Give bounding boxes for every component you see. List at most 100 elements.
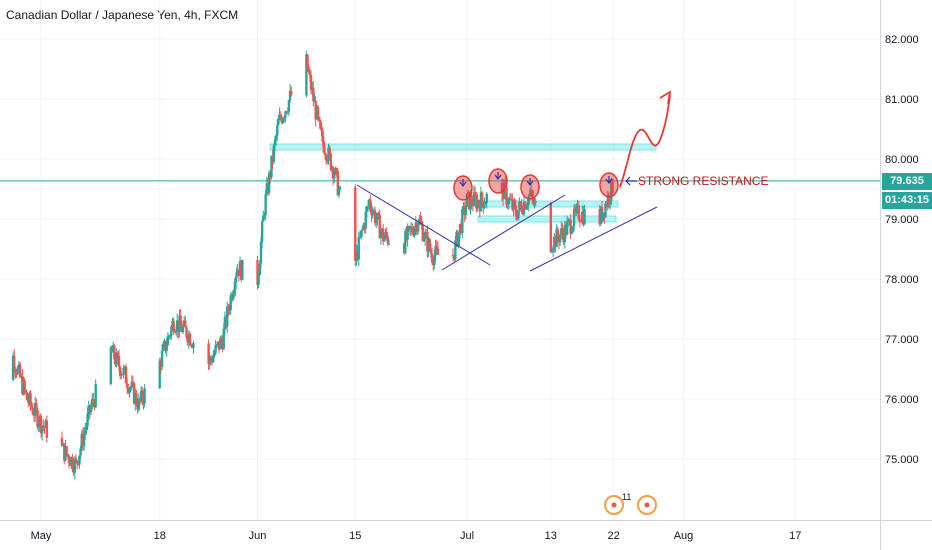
candle (25, 391, 29, 401)
candle (94, 379, 97, 409)
resistance-touch-marker[interactable] (453, 175, 473, 201)
grid-lines (0, 0, 880, 520)
candle (18, 361, 22, 379)
left-arrow-icon (625, 176, 637, 186)
candle-body (42, 425, 45, 427)
resistance-touch-marker[interactable] (488, 168, 508, 194)
candle-body (23, 380, 26, 390)
candle-body (231, 293, 235, 300)
candle-body (485, 193, 488, 203)
candle (611, 178, 614, 195)
candle-body (165, 345, 168, 351)
candle-body (333, 174, 336, 179)
candle-body (527, 196, 530, 205)
descending-trendline[interactable] (356, 184, 491, 266)
candle-body (550, 251, 554, 253)
projection-arrowhead-icon (659, 90, 672, 105)
candle-body (287, 100, 291, 112)
candle-body (476, 199, 479, 209)
candle-body (534, 201, 537, 203)
candle-body (115, 352, 118, 365)
candle-body (322, 141, 326, 153)
candle-body (91, 399, 94, 407)
candle-body (118, 366, 122, 376)
rising-support-trendline[interactable] (529, 206, 658, 272)
candle-body (14, 369, 17, 372)
candle-body (434, 245, 437, 256)
candle (411, 223, 414, 234)
event-dot-icon (644, 502, 650, 508)
candle (327, 143, 330, 165)
candle-body (135, 392, 138, 405)
candle-body (160, 350, 164, 368)
candle (550, 245, 554, 253)
candle-body (451, 254, 455, 256)
projection-path[interactable] (619, 94, 671, 188)
candle (170, 324, 173, 340)
candle-body (523, 202, 527, 210)
candle (357, 232, 360, 267)
candle-body (234, 278, 237, 290)
candle-body (465, 193, 469, 208)
candle-body (570, 231, 573, 234)
candle-body (525, 206, 528, 210)
candle-body (428, 239, 431, 250)
support-zone-lower[interactable] (477, 215, 617, 223)
candle-body (235, 272, 238, 279)
candle-body (85, 426, 88, 430)
candle (75, 459, 79, 470)
candle (234, 276, 237, 297)
candle (215, 343, 218, 349)
candle-body (329, 153, 333, 170)
resistance-touch-marker[interactable] (520, 174, 540, 200)
candle-body (179, 315, 182, 326)
resistance-zone[interactable] (269, 143, 657, 151)
candle-body (607, 195, 611, 204)
candle-body (256, 259, 259, 285)
candle-body (378, 215, 381, 239)
candle-body (421, 225, 424, 241)
candle-body (561, 228, 564, 234)
time-tick-label: 22 (608, 530, 620, 542)
resistance-touch-marker[interactable] (599, 172, 619, 198)
candle-body (60, 437, 64, 446)
candle-body (457, 232, 461, 247)
candle-body (472, 192, 476, 207)
candle-body (579, 221, 583, 223)
candle (109, 346, 113, 386)
candle-body (74, 458, 78, 461)
candle (307, 64, 310, 74)
candle (608, 200, 612, 210)
candle-body (359, 230, 363, 238)
candle-body (503, 182, 506, 200)
candle (571, 225, 575, 234)
candle-body (319, 120, 322, 129)
candle (212, 349, 215, 363)
candle (78, 455, 81, 470)
candle (319, 119, 322, 130)
candle-body (354, 187, 357, 261)
candle-body (513, 200, 516, 206)
candle (262, 210, 265, 222)
candle-body (604, 203, 607, 217)
candle (534, 198, 537, 207)
candle-body (306, 54, 309, 70)
candle-body (506, 203, 509, 205)
candle-body (227, 306, 230, 311)
candle (365, 206, 369, 218)
candle (137, 393, 140, 412)
candle-body (272, 145, 275, 162)
candle-body (284, 111, 287, 118)
candle-body (65, 446, 68, 455)
breakout-trendline[interactable] (441, 194, 566, 271)
event-markers[interactable]: 11 (604, 492, 657, 515)
time-tick-label: 15 (349, 530, 361, 542)
candle-body (222, 328, 225, 350)
support-zone-upper[interactable] (477, 200, 619, 208)
candle (179, 309, 182, 326)
candle-body (37, 424, 40, 427)
candle (419, 211, 422, 223)
candle-body (383, 237, 386, 242)
